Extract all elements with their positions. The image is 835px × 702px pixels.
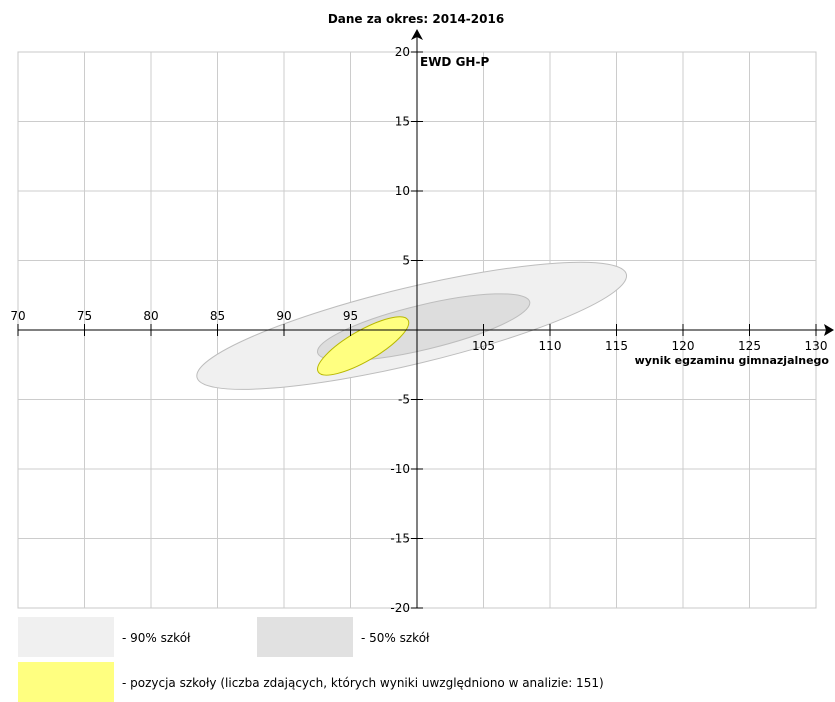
legend-label-50: - 50% szkół [361, 631, 430, 645]
x-tick-label: 130 [805, 339, 828, 353]
x-tick-label: 125 [738, 339, 761, 353]
y-tick-label: -5 [398, 393, 410, 407]
x-tick-label: 85 [210, 309, 225, 323]
chart-title: Dane za okres: 2014-2016 [328, 12, 504, 26]
y-tick-label: 5 [402, 254, 410, 268]
ellipse-school-position [317, 316, 410, 376]
legend-label-90: - 90% szkół [122, 631, 191, 645]
x-tick-label: 105 [472, 339, 495, 353]
legend-swatch-50 [257, 617, 353, 657]
y-tick-label: 15 [395, 115, 410, 129]
x-tick-label: 75 [77, 309, 92, 323]
x-tick-label: 70 [10, 309, 25, 323]
x-tick-label: 120 [672, 339, 695, 353]
x-tick-label: 95 [343, 309, 358, 323]
x-tick-label: 115 [605, 339, 628, 353]
y-tick-label: -15 [390, 532, 410, 546]
y-tick-label: 10 [395, 184, 410, 198]
y-tick-label: -20 [390, 601, 410, 615]
x-axis-label: wynik egzaminu gimnazjalnego [635, 354, 830, 367]
x-tick-label: 110 [539, 339, 562, 353]
y-axis-arrow [411, 29, 423, 40]
legend-swatch-school [18, 662, 114, 702]
y-tick-label: 20 [395, 45, 410, 59]
x-axis-arrow [824, 324, 834, 336]
y-tick-label: -10 [390, 462, 410, 476]
legend-label-school: - pozycja szkoły (liczba zdających, któr… [122, 676, 604, 690]
legend-swatch-90 [18, 617, 114, 657]
x-tick-label: 80 [143, 309, 158, 323]
x-tick-label: 90 [276, 309, 291, 323]
ellipse-group [196, 261, 628, 390]
y-axis-label: EWD GH-P [420, 55, 489, 69]
